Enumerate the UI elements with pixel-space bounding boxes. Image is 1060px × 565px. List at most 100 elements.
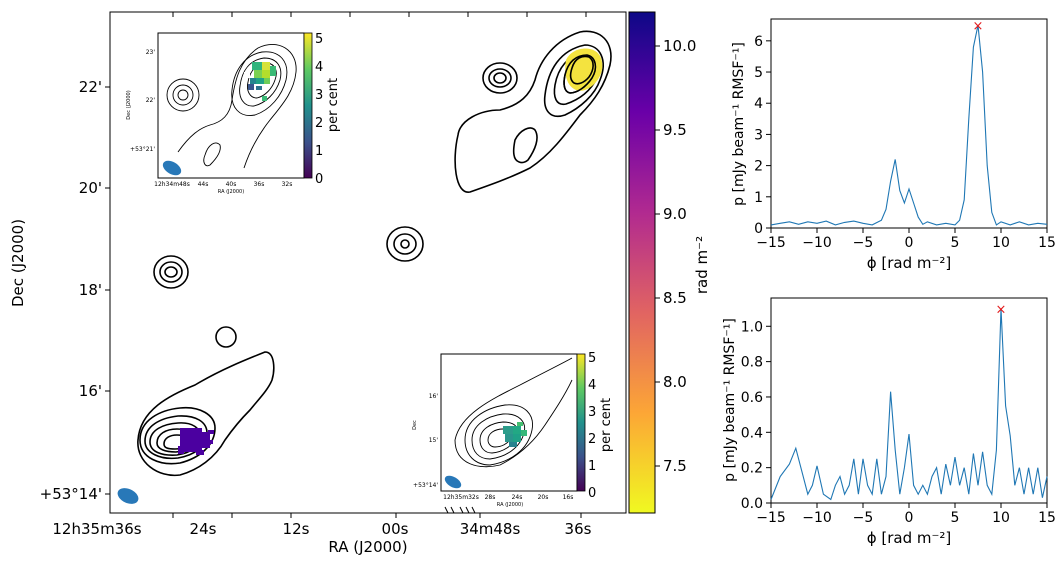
inset1-contours xyxy=(166,44,297,169)
inset1-pixels xyxy=(244,62,276,101)
spectrum-bottom-x-tick-label: −5 xyxy=(853,510,874,526)
main-y-tick-4: 22' xyxy=(79,78,102,96)
main-cb-tick-2: 8.5 xyxy=(663,289,687,307)
main-y-tick-0: +53°14' xyxy=(40,485,102,503)
main-cb-tick-3: 9.0 xyxy=(663,205,687,223)
spectrum-top-y-tick-label: 3 xyxy=(754,127,763,143)
inset2-y-tick-2: 16' xyxy=(429,393,439,400)
inset1-x-tick-4: 32s xyxy=(282,181,293,188)
inset1-cb-tick-2: 2 xyxy=(315,116,323,131)
main-colorbar: 7.5 8.0 8.5 9.0 9.5 10.0 rad m⁻² xyxy=(628,11,711,514)
contours-point-source xyxy=(386,226,424,262)
inset2-pixels xyxy=(503,422,527,447)
main-colorbar-ticks: 7.5 8.0 8.5 9.0 9.5 10.0 xyxy=(655,37,696,475)
inset2-x-tick-2: 24s xyxy=(512,494,523,501)
inset2-x-tick-1: 28s xyxy=(485,494,496,501)
inset1-y-tick-0: +53°21' xyxy=(130,146,155,153)
beam-ellipse xyxy=(117,488,139,504)
main-y-tick-3: 20' xyxy=(79,179,102,197)
inset2-y-label: Dec xyxy=(412,420,418,430)
main-cb-tick-4: 9.5 xyxy=(663,121,687,139)
inset1-x-tick-2: 40s xyxy=(226,181,237,188)
main-x-tick-4: 34m48s xyxy=(460,520,521,538)
spectrum-top: −15 −10 −5 0 5 10 15 0 1 2 3 4 5 6 × ϕ [rad m⁻²] p [m… xyxy=(731,18,1056,272)
inset2-x-tick-4: 16s xyxy=(563,494,574,501)
main-cb-tick-0: 7.5 xyxy=(663,457,687,475)
inset2-beam xyxy=(444,475,462,489)
spectrum-bottom-y-tick-label: 1.0 xyxy=(741,319,763,335)
spectrum-top-y-label: p [mJy beam⁻¹ RMSF⁻¹] xyxy=(731,42,747,206)
inset2-cb-tick-4: 4 xyxy=(588,378,596,393)
main-y-tick-1: 16' xyxy=(79,382,102,400)
inset2-y-tick-0: +53°14' xyxy=(413,482,438,489)
inset1-x-tick-3: 36s xyxy=(254,181,265,188)
main-cb-tick-5: 10.0 xyxy=(663,37,696,55)
main-cb-tick-1: 8.0 xyxy=(663,373,687,391)
spectrum-top-y-tick-label: 4 xyxy=(754,96,763,112)
inset2-x-tick-0: 12h35m32s xyxy=(443,494,479,501)
inset2-cb-tick-0: 0 xyxy=(588,486,596,501)
main-x-tick-2: 12s xyxy=(283,520,310,538)
spectrum-bottom-x-tick-label: 10 xyxy=(992,510,1010,526)
spectrum-top-peak-marker: × xyxy=(973,19,984,34)
inset1-x-label: RA (J2000) xyxy=(218,189,244,195)
spectrum-bottom-x-tick-label: 0 xyxy=(905,510,914,526)
inset2-y-tick-1: 15' xyxy=(429,437,439,444)
spectrum-bottom-y-label: p [mJy beam⁻¹ RMSF⁻¹] xyxy=(722,318,738,482)
inset2-cb-label: per cent xyxy=(599,398,614,452)
inset1-x-tick-1: 44s xyxy=(198,181,209,188)
spectrum-bottom-ticks: −15 −10 −5 0 5 10 15 0.0 0.2 0.4 0.6 0.8 1.0 xyxy=(741,319,1056,526)
inset2-cb-tick-5: 5 xyxy=(588,351,596,366)
inset1-y-tick-1: 22' xyxy=(146,97,156,104)
spectrum-bottom-peak-marker: × xyxy=(996,303,1007,318)
main-cb-label: rad m⁻² xyxy=(693,236,711,294)
inset2-x-tick-3: 20s xyxy=(538,494,549,501)
inset1-x-tick-0: 12h34m48s xyxy=(154,181,190,188)
inset1-cb-label: per cent xyxy=(326,78,341,132)
spectrum-top-y-tick-label: 2 xyxy=(754,159,763,175)
spectrum-bottom-y-tick-label: 0.8 xyxy=(741,355,763,371)
main-x-tick-5: 36s xyxy=(565,520,592,538)
main-x-tick-3: 00s xyxy=(382,520,409,538)
inset1-colorbar xyxy=(303,32,313,179)
inset1-beam xyxy=(162,160,182,176)
main-y-ticks: +53°14' 16' 18' 20' 22' xyxy=(40,78,110,503)
main-map: 12h35m36s 24s 12s 00s 34m48s 36s RA (J20… xyxy=(9,11,627,556)
spectrum-bottom-x-tick-label: −10 xyxy=(802,510,832,526)
spectrum-top-curve xyxy=(770,25,1048,226)
spectrum-top-x-tick-label: 0 xyxy=(905,235,914,251)
inset2-cb-tick-1: 1 xyxy=(588,459,596,474)
spectrum-bottom: −15 −10 −5 0 5 10 15 0.0 0.2 0.4 0.6 0.8 1.0 × ϕ [ra… xyxy=(722,297,1056,547)
inset1-y-label: Dec (J2000) xyxy=(126,90,132,119)
contours-ne-over xyxy=(563,54,597,94)
main-y-tick-2: 18' xyxy=(79,281,102,299)
spectrum-top-y-tick-label: 6 xyxy=(754,34,763,50)
contours-source-sw xyxy=(137,351,275,477)
inset-top-left: +53°21' 22' 23' Dec (J2000) 12h34m48s 44… xyxy=(126,32,341,195)
top-ticks xyxy=(172,12,587,17)
inset2-cb-tick-3: 3 xyxy=(588,405,596,420)
spectrum-top-y-tick-label: 5 xyxy=(754,65,763,81)
spectrum-top-frame xyxy=(770,18,1048,229)
inset1-cb-tick-0: 0 xyxy=(315,172,323,187)
inset1-cb-tick-5: 5 xyxy=(315,32,323,47)
spectrum-bottom-x-label: ϕ [rad m⁻²] xyxy=(867,529,952,547)
main-x-tick-0: 12h35m36s xyxy=(52,520,141,538)
inset2-x-label: RA (J2000) xyxy=(497,502,523,508)
main-x-tick-1: 24s xyxy=(190,520,217,538)
spectrum-top-y-tick-label: 1 xyxy=(754,190,763,206)
main-x-label: RA (J2000) xyxy=(328,538,407,556)
spectrum-bottom-y-tick-label: 0.6 xyxy=(741,390,763,406)
main-x-ticks: 12h35m36s 24s 12s 00s 34m48s 36s xyxy=(52,513,592,538)
spectrum-bottom-y-tick-label: 0.4 xyxy=(741,425,763,441)
inset2-contours xyxy=(454,357,573,468)
contours-left-source xyxy=(153,255,189,289)
spectrum-top-x-tick-label: 5 xyxy=(951,235,960,251)
spectrum-top-x-label: ϕ [rad m⁻²] xyxy=(867,254,952,272)
main-y-label: Dec (J2000) xyxy=(9,219,27,307)
spectrum-top-x-tick-label: −5 xyxy=(853,235,874,251)
spectrum-bottom-curve xyxy=(770,308,1048,501)
inset1-y-tick-2: 23' xyxy=(146,49,156,56)
spectrum-top-ticks: −15 −10 −5 0 5 10 15 0 1 2 3 4 5 6 xyxy=(754,34,1056,251)
